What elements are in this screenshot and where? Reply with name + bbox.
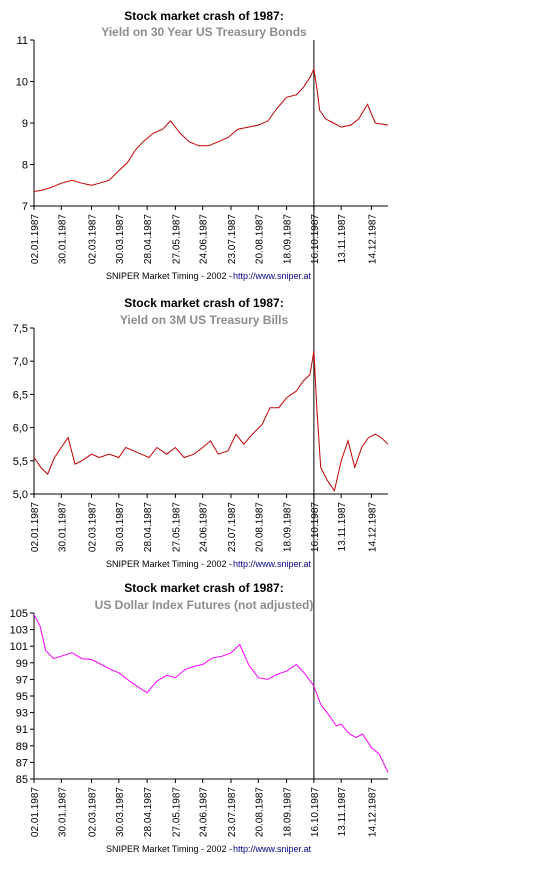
credit-text: SNIPER Market Timing - 2002 - bbox=[106, 844, 232, 854]
y-tick-label: 101 bbox=[10, 641, 28, 653]
y-tick-label: 85 bbox=[16, 774, 28, 786]
x-tick-label: 30.01.1987 bbox=[57, 214, 68, 264]
y-tick-label: 95 bbox=[16, 691, 28, 703]
x-tick-label: 30.01.1987 bbox=[57, 787, 68, 837]
y-tick-label: 89 bbox=[16, 741, 28, 753]
x-tick-label: 16.10.1987 bbox=[310, 214, 321, 264]
x-tick-label: 16.10.1987 bbox=[310, 787, 321, 837]
x-tick-label: 02.03.1987 bbox=[88, 502, 99, 552]
x-tick-label: 18.09.1987 bbox=[283, 502, 294, 552]
chart-bond-yield: Stock market crash of 1987: Yield on 30 … bbox=[16, 9, 389, 281]
y-tick-label: 7 bbox=[22, 201, 28, 213]
chart-dollar-index: Stock market crash of 1987: US Dollar In… bbox=[10, 581, 389, 854]
chart-title: Stock market crash of 1987: bbox=[124, 9, 283, 23]
series-line bbox=[33, 614, 389, 773]
y-tick-label: 5,0 bbox=[13, 489, 28, 501]
x-tick-label: 18.09.1987 bbox=[283, 214, 294, 264]
y-tick-label: 7,0 bbox=[13, 356, 28, 368]
x-tick-label: 20.08.1987 bbox=[254, 787, 265, 837]
x-tick-label: 02.03.1987 bbox=[88, 787, 99, 837]
x-tick-label: 02.01.1987 bbox=[30, 214, 41, 264]
axes: 85 87 89 91 93 95 97 99 101 103 105 02.01.1987 30.01… bbox=[10, 608, 388, 837]
credit-link[interactable]: http://www.sniper.at bbox=[233, 559, 312, 569]
x-tick-label: 27.05.1987 bbox=[171, 787, 182, 837]
chart-subtitle: US Dollar Index Futures (not adjusted) bbox=[95, 598, 314, 612]
x-tick-label: 13.11.1987 bbox=[337, 214, 348, 264]
x-tick-label: 30.01.1987 bbox=[57, 502, 68, 552]
y-tick-label: 91 bbox=[16, 724, 28, 736]
y-tick-label: 6,0 bbox=[13, 423, 28, 435]
y-tick-label: 87 bbox=[16, 757, 28, 769]
credit-text: SNIPER Market Timing - 2002 - bbox=[106, 559, 232, 569]
x-tick-label: 28.04.1987 bbox=[143, 787, 154, 837]
x-tick-label: 28.04.1987 bbox=[143, 214, 154, 264]
y-tick-label: 93 bbox=[16, 708, 28, 720]
x-tick-label: 30.03.1987 bbox=[115, 214, 126, 264]
series-line bbox=[33, 351, 389, 492]
chart-title: Stock market crash of 1987: bbox=[124, 296, 283, 310]
x-tick-label: 27.05.1987 bbox=[171, 502, 182, 552]
x-tick-label: 13.11.1987 bbox=[337, 787, 348, 837]
y-tick-label: 103 bbox=[10, 625, 28, 637]
y-tick-label: 10 bbox=[16, 77, 28, 89]
axes: 7 8 9 10 11 02.01.1987 30.01.1987 02.03.1987 30.… bbox=[16, 35, 388, 264]
x-tick-label: 20.08.1987 bbox=[254, 502, 265, 552]
x-tick-label: 14.12.1987 bbox=[367, 787, 378, 837]
chart-tbill-yield: Stock market crash of 1987: Yield on 3M … bbox=[13, 296, 389, 569]
y-tick-label: 5,5 bbox=[13, 456, 28, 468]
y-tick-label: 7,5 bbox=[13, 323, 28, 335]
x-tick-label: 02.01.1987 bbox=[30, 787, 41, 837]
x-tick-label: 24.06.1987 bbox=[199, 787, 210, 837]
credit-text: SNIPER Market Timing - 2002 - bbox=[106, 271, 232, 281]
y-tick-label: 105 bbox=[10, 608, 28, 620]
x-tick-label: 23.07.1987 bbox=[227, 787, 238, 837]
x-tick-label: 30.03.1987 bbox=[115, 502, 126, 552]
x-tick-label: 27.05.1987 bbox=[171, 214, 182, 264]
axes: 5,0 5,5 6,0 6,5 7,0 7,5 02.01.1987 30.01.1987 02… bbox=[13, 323, 388, 552]
series-line bbox=[33, 67, 389, 192]
y-tick-label: 11 bbox=[17, 35, 28, 47]
chart-subtitle: Yield on 30 Year US Treasury Bonds bbox=[101, 25, 307, 39]
x-tick-label: 30.03.1987 bbox=[115, 787, 126, 837]
x-tick-label: 28.04.1987 bbox=[143, 502, 154, 552]
chart-subtitle: Yield on 3M US Treasury Bills bbox=[120, 313, 289, 327]
x-tick-label: 14.12.1987 bbox=[367, 214, 378, 264]
x-tick-label: 02.01.1987 bbox=[30, 502, 41, 552]
chart-title: Stock market crash of 1987: bbox=[124, 581, 283, 595]
x-tick-label: 23.07.1987 bbox=[227, 214, 238, 264]
x-tick-label: 02.03.1987 bbox=[88, 214, 99, 264]
y-tick-label: 99 bbox=[16, 658, 28, 670]
x-tick-label: 24.06.1987 bbox=[199, 214, 210, 264]
x-tick-label: 20.08.1987 bbox=[254, 214, 265, 264]
x-tick-label: 18.09.1987 bbox=[283, 787, 294, 837]
x-tick-label: 13.11.1987 bbox=[337, 502, 348, 552]
y-tick-label: 8 bbox=[22, 160, 28, 172]
credit-link[interactable]: http://www.sniper.at bbox=[233, 844, 312, 854]
y-tick-label: 6,5 bbox=[13, 389, 28, 401]
x-tick-label: 24.06.1987 bbox=[199, 502, 210, 552]
x-tick-label: 16.10.1987 bbox=[310, 502, 321, 552]
x-tick-label: 14.12.1987 bbox=[367, 502, 378, 552]
y-tick-label: 9 bbox=[22, 118, 28, 130]
credit-link[interactable]: http://www.sniper.at bbox=[233, 271, 312, 281]
y-tick-label: 97 bbox=[16, 674, 28, 686]
x-tick-label: 23.07.1987 bbox=[227, 502, 238, 552]
